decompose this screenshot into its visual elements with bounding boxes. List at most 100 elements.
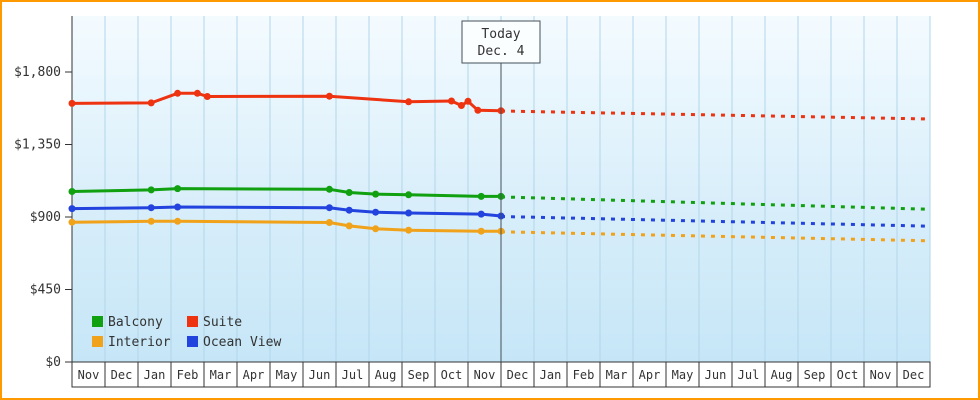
legend-label-ocean-view: Ocean View: [203, 335, 281, 350]
today-marker: Today Dec. 4: [461, 20, 541, 362]
legend-label-suite: Suite: [203, 315, 242, 330]
series-point-ocean-view: [345, 206, 353, 214]
series-point-balcony: [405, 191, 413, 199]
series-point-ocean-view: [68, 205, 76, 213]
month-label: Nov: [78, 368, 100, 382]
legend-swatch-interior: [92, 336, 103, 347]
month-cell: [203, 361, 238, 388]
series-point-balcony: [477, 192, 485, 200]
month-label: Dec: [111, 368, 133, 382]
month-label: Jul: [738, 368, 760, 382]
series-point-suite: [325, 92, 333, 100]
today-box: [461, 20, 541, 64]
series-forecast-ocean-view: [500, 215, 931, 228]
series-point-balcony: [345, 189, 353, 196]
series-point-suite: [474, 106, 482, 114]
month-cell: [533, 361, 568, 388]
month-cell: [599, 361, 634, 388]
month-label: Nov: [870, 368, 892, 382]
month-label: Sep: [804, 368, 826, 382]
y-tick-label: $0: [45, 355, 61, 370]
series-point-suite: [68, 99, 76, 107]
month-cell: [830, 361, 865, 388]
month-cell: [269, 361, 304, 388]
series-point-interior: [174, 217, 182, 225]
month-label: Feb: [573, 368, 595, 382]
month-label: Apr: [243, 368, 265, 382]
month-cell: [335, 361, 370, 388]
series-point-ocean-view: [147, 204, 155, 212]
series-point-suite: [174, 89, 182, 97]
series-point-interior: [477, 227, 485, 235]
series-point-balcony: [68, 188, 76, 195]
month-label: Oct: [837, 368, 859, 382]
month-cell: [632, 361, 667, 388]
series-point-balcony: [147, 186, 155, 194]
legend-swatch-ocean-view: [187, 336, 198, 347]
series-point-ocean-view: [325, 204, 333, 212]
series-point-balcony: [325, 185, 333, 193]
month-cell: [665, 361, 700, 388]
series-point-interior: [372, 225, 380, 233]
series-point-ocean-view: [372, 208, 380, 216]
today-date: Dec. 4: [478, 44, 525, 59]
month-cell: [797, 361, 832, 388]
series-point-suite: [405, 98, 413, 106]
month-cell: [467, 361, 502, 388]
month-cell: [137, 361, 172, 388]
month-cell: [764, 361, 799, 388]
month-label: Jan: [540, 368, 562, 382]
series-point-balcony: [372, 190, 380, 198]
series-forecast-balcony: [500, 195, 931, 211]
series-point-balcony: [174, 185, 182, 193]
month-label: Jun: [309, 368, 331, 382]
series-point-interior: [325, 219, 333, 226]
legend-swatch-suite: [187, 316, 198, 327]
month-cell: [863, 361, 898, 388]
month-label: Mar: [210, 368, 232, 382]
month-label: Jan: [144, 368, 166, 382]
series-point-suite: [464, 97, 472, 105]
series-point-suite: [448, 97, 455, 105]
month-label: Sep: [408, 368, 430, 382]
gridlines: [71, 16, 931, 362]
today-label: Today: [481, 27, 520, 42]
series-point-ocean-view: [477, 210, 485, 218]
series-point-interior: [405, 226, 413, 234]
month-label: Jun: [705, 368, 727, 382]
month-label: Dec: [507, 368, 529, 382]
series-point-suite: [147, 99, 155, 107]
legend-swatch-balcony: [92, 316, 103, 327]
month-label: Jul: [342, 368, 364, 382]
series-point-suite: [193, 89, 201, 97]
month-cell: [698, 361, 733, 388]
month-label: Dec: [903, 368, 925, 382]
legend-label-interior: Interior: [108, 335, 171, 350]
month-label: Nov: [474, 368, 496, 382]
legend-label-balcony: Balcony: [108, 315, 163, 330]
month-label: Apr: [639, 368, 661, 382]
month-cell: [896, 361, 931, 388]
month-label: May: [276, 368, 298, 382]
month-label: May: [672, 368, 694, 382]
month-label: Mar: [606, 368, 628, 382]
series-point-suite: [203, 93, 211, 100]
month-cell: [401, 361, 436, 388]
y-tick-label: $450: [30, 283, 61, 298]
series-point-interior: [345, 222, 353, 230]
series-layer: [68, 89, 931, 243]
series-point-ocean-view: [405, 209, 413, 217]
month-cell: [170, 361, 205, 388]
series-point-suite: [457, 102, 465, 109]
series-point-interior: [147, 217, 155, 225]
y-tick-label: $900: [30, 210, 61, 225]
month-label: Oct: [441, 368, 463, 382]
series-point-interior: [68, 218, 76, 226]
legend: Balcony Suite Interior Ocean View: [92, 315, 281, 350]
month-label: Feb: [177, 368, 199, 382]
series-point-ocean-view: [174, 203, 182, 211]
y-tick-label: $1,350: [14, 138, 61, 153]
month-label: Aug: [771, 368, 793, 382]
series-forecast-suite: [500, 109, 931, 121]
